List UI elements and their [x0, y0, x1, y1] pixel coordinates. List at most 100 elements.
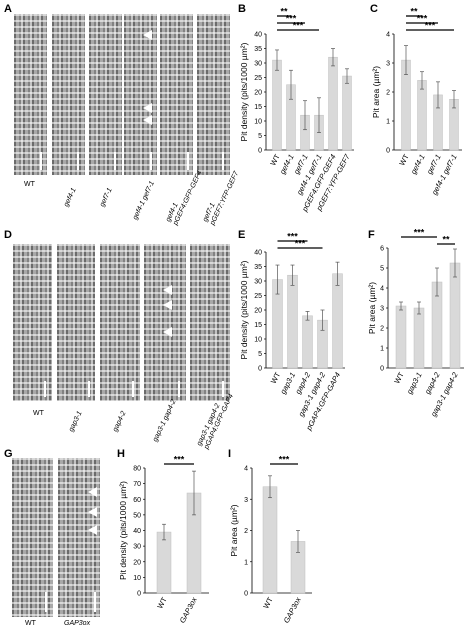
scale-bar [222, 381, 224, 397]
arrowhead-marker [143, 30, 152, 40]
bar [413, 307, 425, 369]
significance-label: ** [410, 7, 418, 17]
micro-label-a-wt: WT [24, 181, 35, 188]
micrograph-a-gef4 [52, 14, 85, 175]
significance-label: ** [442, 235, 450, 245]
arrowhead-marker [88, 507, 97, 517]
panel-letter-i: I [228, 448, 232, 460]
scale-bar [132, 381, 134, 397]
y-tick-label: 35 [254, 264, 262, 271]
category-label: GAP3ox [178, 595, 199, 624]
chart-h-pit-density: 0 10 20 30 40 50 60 70 80 Pit density (pits/1000 … [118, 455, 209, 625]
y-tick-label: 5 [380, 266, 384, 273]
chart-i-pit-area: 0 1 2 3 4 Pit area (µm²) WT GAP3ox *** [229, 455, 312, 625]
category-label: gap3-1 [405, 371, 424, 396]
micro-label-a-gef4: gef4-1 [63, 187, 78, 208]
arrowhead-marker [143, 103, 152, 113]
panel-letter-d: D [4, 229, 12, 241]
y-tick-label: 5 [258, 133, 262, 140]
significance-label: *** [414, 228, 425, 238]
y-tick-label: 20 [133, 559, 141, 566]
bar [417, 80, 427, 151]
y-tick-label: 0 [386, 148, 390, 155]
significance-label: *** [293, 21, 304, 31]
scale-bar [187, 152, 189, 170]
y-tick-label: 0 [258, 148, 262, 155]
category-label: GAP3ox [282, 595, 303, 624]
y-tick-label: 3 [386, 61, 390, 68]
arrowhead-marker [163, 285, 172, 295]
panel-letter-c: C [370, 3, 378, 15]
y-tick-label: 10 [133, 575, 141, 582]
y-tick-label: 40 [133, 528, 141, 535]
micro-label-d-gap3-gap4: gap3-1 gap4-2 [152, 398, 178, 443]
y-tick-label: 4 [380, 286, 384, 293]
micro-label-a-gef4-comp: gef4-1 pGEF4:GFP-GEF4 [165, 169, 204, 227]
bar [332, 273, 343, 369]
y-tick-label: 30 [254, 61, 262, 68]
y-tick-label: 4 [386, 32, 390, 39]
panel-letter-b: B [238, 3, 246, 15]
chart-e-pit-density: 0 5 10 15 20 25 30 35 40 Pit density (pits/1000 µ… [239, 232, 345, 433]
micrograph-a-gef4-comp [160, 14, 193, 175]
arrowhead-marker [88, 525, 97, 535]
micro-label-d-gap4: gap4-2 [112, 410, 128, 433]
y-tick-label: 60 [133, 497, 141, 504]
micro-label-d-wt: WT [33, 410, 44, 417]
micro-label-a-gef7-comp: gef7-1 pGEF7:YFP-GEF7 [202, 170, 241, 227]
category-label: WT [392, 370, 406, 385]
panel-letter-f: F [368, 229, 375, 241]
scale-bar [178, 381, 180, 397]
category-label: WT [155, 595, 169, 610]
y-tick-label: 2 [244, 528, 248, 535]
arrowhead-marker [163, 327, 172, 337]
y-tick-label: 50 [133, 512, 141, 519]
y-tick-label: 30 [133, 544, 141, 551]
micrograph-d-gap4 [100, 244, 140, 401]
scale-bar [45, 592, 47, 612]
y-tick-label: 1 [244, 559, 248, 566]
y-tick-label: 0 [258, 366, 262, 373]
significance-label: *** [279, 455, 290, 465]
y-tick-label: 2 [386, 90, 390, 97]
micrograph-a-wt [14, 14, 47, 175]
y-axis-label: Pit area (µm²) [229, 504, 239, 556]
y-tick-label: 15 [254, 322, 262, 329]
bar [287, 274, 298, 369]
y-tick-label: 25 [254, 293, 262, 300]
significance-label: *** [174, 455, 185, 465]
micro-label-g-gap3ox: GAP3ox [64, 620, 91, 627]
bar [302, 315, 313, 369]
y-tick-label: 3 [244, 497, 248, 504]
y-axis-label: Pit area (µm²) [367, 282, 377, 334]
bar [342, 75, 352, 151]
significance-label: *** [286, 14, 297, 24]
y-tick-label: 10 [254, 337, 262, 344]
micrograph-d-wt [13, 244, 52, 401]
micrograph-d-gap3-gap4 [144, 244, 186, 401]
y-tick-label: 1 [386, 119, 390, 126]
y-tick-label: 5 [258, 351, 262, 358]
micrograph-g-gap3ox [58, 458, 100, 617]
y-tick-label: 20 [254, 90, 262, 97]
chart-b-pit-density: 0 5 10 15 20 25 30 35 40 Pit density (pits/1000 µ… [239, 7, 354, 214]
category-label: WT [397, 152, 411, 167]
bar [395, 305, 407, 369]
y-tick-label: 80 [133, 466, 141, 473]
y-tick-label: 40 [254, 250, 262, 257]
y-tick-label: 15 [254, 104, 262, 111]
scale-bar [94, 592, 96, 612]
y-axis-label: Pit density (pits/1000 µm²) [239, 260, 249, 359]
significance-label: *** [425, 21, 436, 31]
y-tick-label: 35 [254, 46, 262, 53]
scale-bar [150, 152, 152, 170]
scale-bar [40, 152, 42, 170]
bar [449, 262, 461, 369]
micrograph-a-gef4-gef7 [124, 14, 157, 175]
scale-bar [88, 381, 90, 397]
micro-label-a-gef7: gef7-1 [99, 187, 114, 208]
micrograph-a-gef7-comp [197, 14, 230, 175]
y-tick-label: 6 [380, 246, 384, 253]
panel-letter-h: H [117, 448, 125, 460]
